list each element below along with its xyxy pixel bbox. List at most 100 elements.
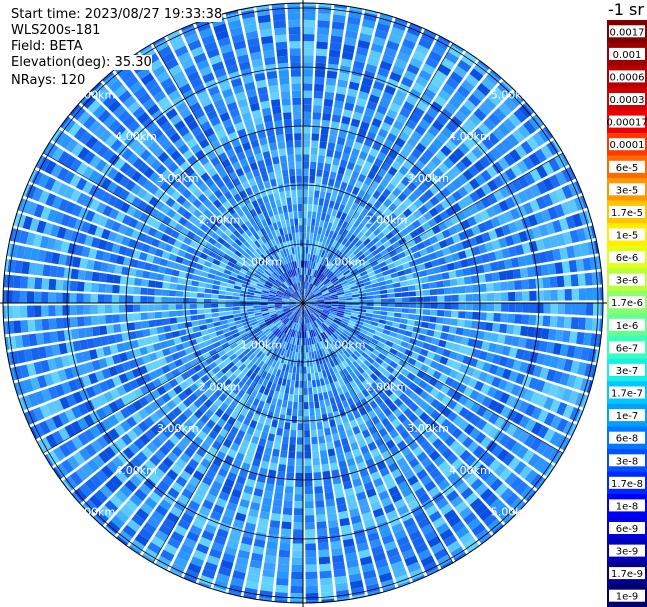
ray-gate xyxy=(272,222,279,231)
ray-gate xyxy=(478,122,491,136)
ray-gate xyxy=(5,305,14,319)
ray-gate xyxy=(279,286,286,292)
ray-gate xyxy=(314,400,320,409)
ray-gate xyxy=(283,500,293,508)
ray-gate xyxy=(441,407,452,418)
ray-gate xyxy=(260,504,271,513)
ray-gate xyxy=(334,179,342,189)
ray-gate xyxy=(268,307,276,311)
ray-gate xyxy=(172,395,182,406)
ray-gate xyxy=(34,277,43,290)
ray-gate xyxy=(318,283,324,289)
ray-gate xyxy=(479,156,491,169)
ray-gate xyxy=(389,360,398,369)
ray-gate xyxy=(336,287,344,292)
ray-gate xyxy=(151,510,165,523)
ray-gate xyxy=(203,127,215,138)
ray-gate xyxy=(299,317,302,325)
ray-gate xyxy=(238,174,248,184)
ray-gate xyxy=(199,360,208,369)
ray-gate xyxy=(195,263,204,271)
ray-gate xyxy=(82,166,94,180)
ray-gate xyxy=(451,190,463,202)
ray-gate xyxy=(424,416,435,427)
ray-gate xyxy=(246,361,254,369)
ray-gate xyxy=(157,241,167,250)
ray-gate xyxy=(292,254,296,262)
ray-gate xyxy=(239,543,252,553)
ray-gate xyxy=(147,542,162,555)
ray-gate xyxy=(421,283,430,290)
ray-gate xyxy=(97,239,108,250)
ray-gate xyxy=(240,290,248,295)
ray-gate xyxy=(96,436,109,449)
ray-gate xyxy=(305,550,317,558)
ray-gate xyxy=(269,404,276,413)
ray-gate xyxy=(273,192,280,201)
ray-gate xyxy=(353,369,361,377)
ray-gate xyxy=(120,407,131,419)
ray-gate xyxy=(127,391,138,403)
ray-gate xyxy=(316,298,324,301)
ray-gate xyxy=(119,484,133,498)
ray-gate xyxy=(492,354,502,365)
ray-gate xyxy=(90,439,103,453)
ray-gate xyxy=(231,253,240,261)
ray-gate xyxy=(213,241,223,249)
ray-gate xyxy=(332,14,346,23)
ray-gate xyxy=(448,369,459,379)
ray-gate xyxy=(421,63,436,75)
ray-gate xyxy=(350,331,359,338)
ray-gate xyxy=(79,258,88,269)
ray-gate xyxy=(387,193,397,203)
ray-gate xyxy=(307,338,310,346)
ray-gate xyxy=(182,310,191,316)
ray-gate xyxy=(500,487,514,502)
ray-gate xyxy=(346,325,354,331)
ray-gate xyxy=(353,326,362,332)
ray-gate xyxy=(169,283,177,290)
ray-gate xyxy=(318,6,332,14)
ray-gate xyxy=(262,569,275,578)
ray-gate xyxy=(382,270,391,276)
ray-gate xyxy=(327,285,335,290)
ray-gate xyxy=(180,355,190,365)
ray-gate xyxy=(298,316,301,324)
ray-gate xyxy=(545,341,555,354)
ray-gate xyxy=(261,219,268,228)
ray-gate xyxy=(396,51,411,63)
ray-gate xyxy=(281,378,287,387)
ray-gate xyxy=(364,9,378,16)
ray-gate xyxy=(339,122,349,132)
ray-gate xyxy=(253,307,261,311)
ray-gate xyxy=(330,35,343,44)
ray-gate xyxy=(275,308,283,312)
ray-gate xyxy=(273,261,280,269)
ray-gate xyxy=(337,292,345,296)
ray-gate xyxy=(243,118,254,128)
ray-gate xyxy=(410,352,420,360)
ray-gate xyxy=(140,287,148,295)
ray-gate xyxy=(475,359,485,370)
ray-gate xyxy=(138,396,149,408)
ray-gate xyxy=(254,240,261,248)
ray-gate xyxy=(532,132,545,147)
ray-gate xyxy=(171,368,181,378)
ray-gate xyxy=(414,360,423,370)
ray-gate xyxy=(374,330,383,337)
ray-gate xyxy=(320,242,326,250)
ray-gate xyxy=(517,190,529,203)
ray-gate xyxy=(19,290,28,303)
ray-gate xyxy=(490,147,503,160)
ray-gate xyxy=(424,445,436,456)
ray-gate xyxy=(81,350,91,362)
ray-gate xyxy=(114,410,125,423)
ray-gate xyxy=(146,344,155,354)
ray-gate xyxy=(208,250,217,258)
ray-gate xyxy=(535,277,544,289)
ray-gate xyxy=(34,319,43,332)
ray-gate xyxy=(414,407,424,418)
ray-gate xyxy=(536,180,548,195)
ray-gate xyxy=(318,249,323,257)
ray-gate xyxy=(320,584,334,593)
